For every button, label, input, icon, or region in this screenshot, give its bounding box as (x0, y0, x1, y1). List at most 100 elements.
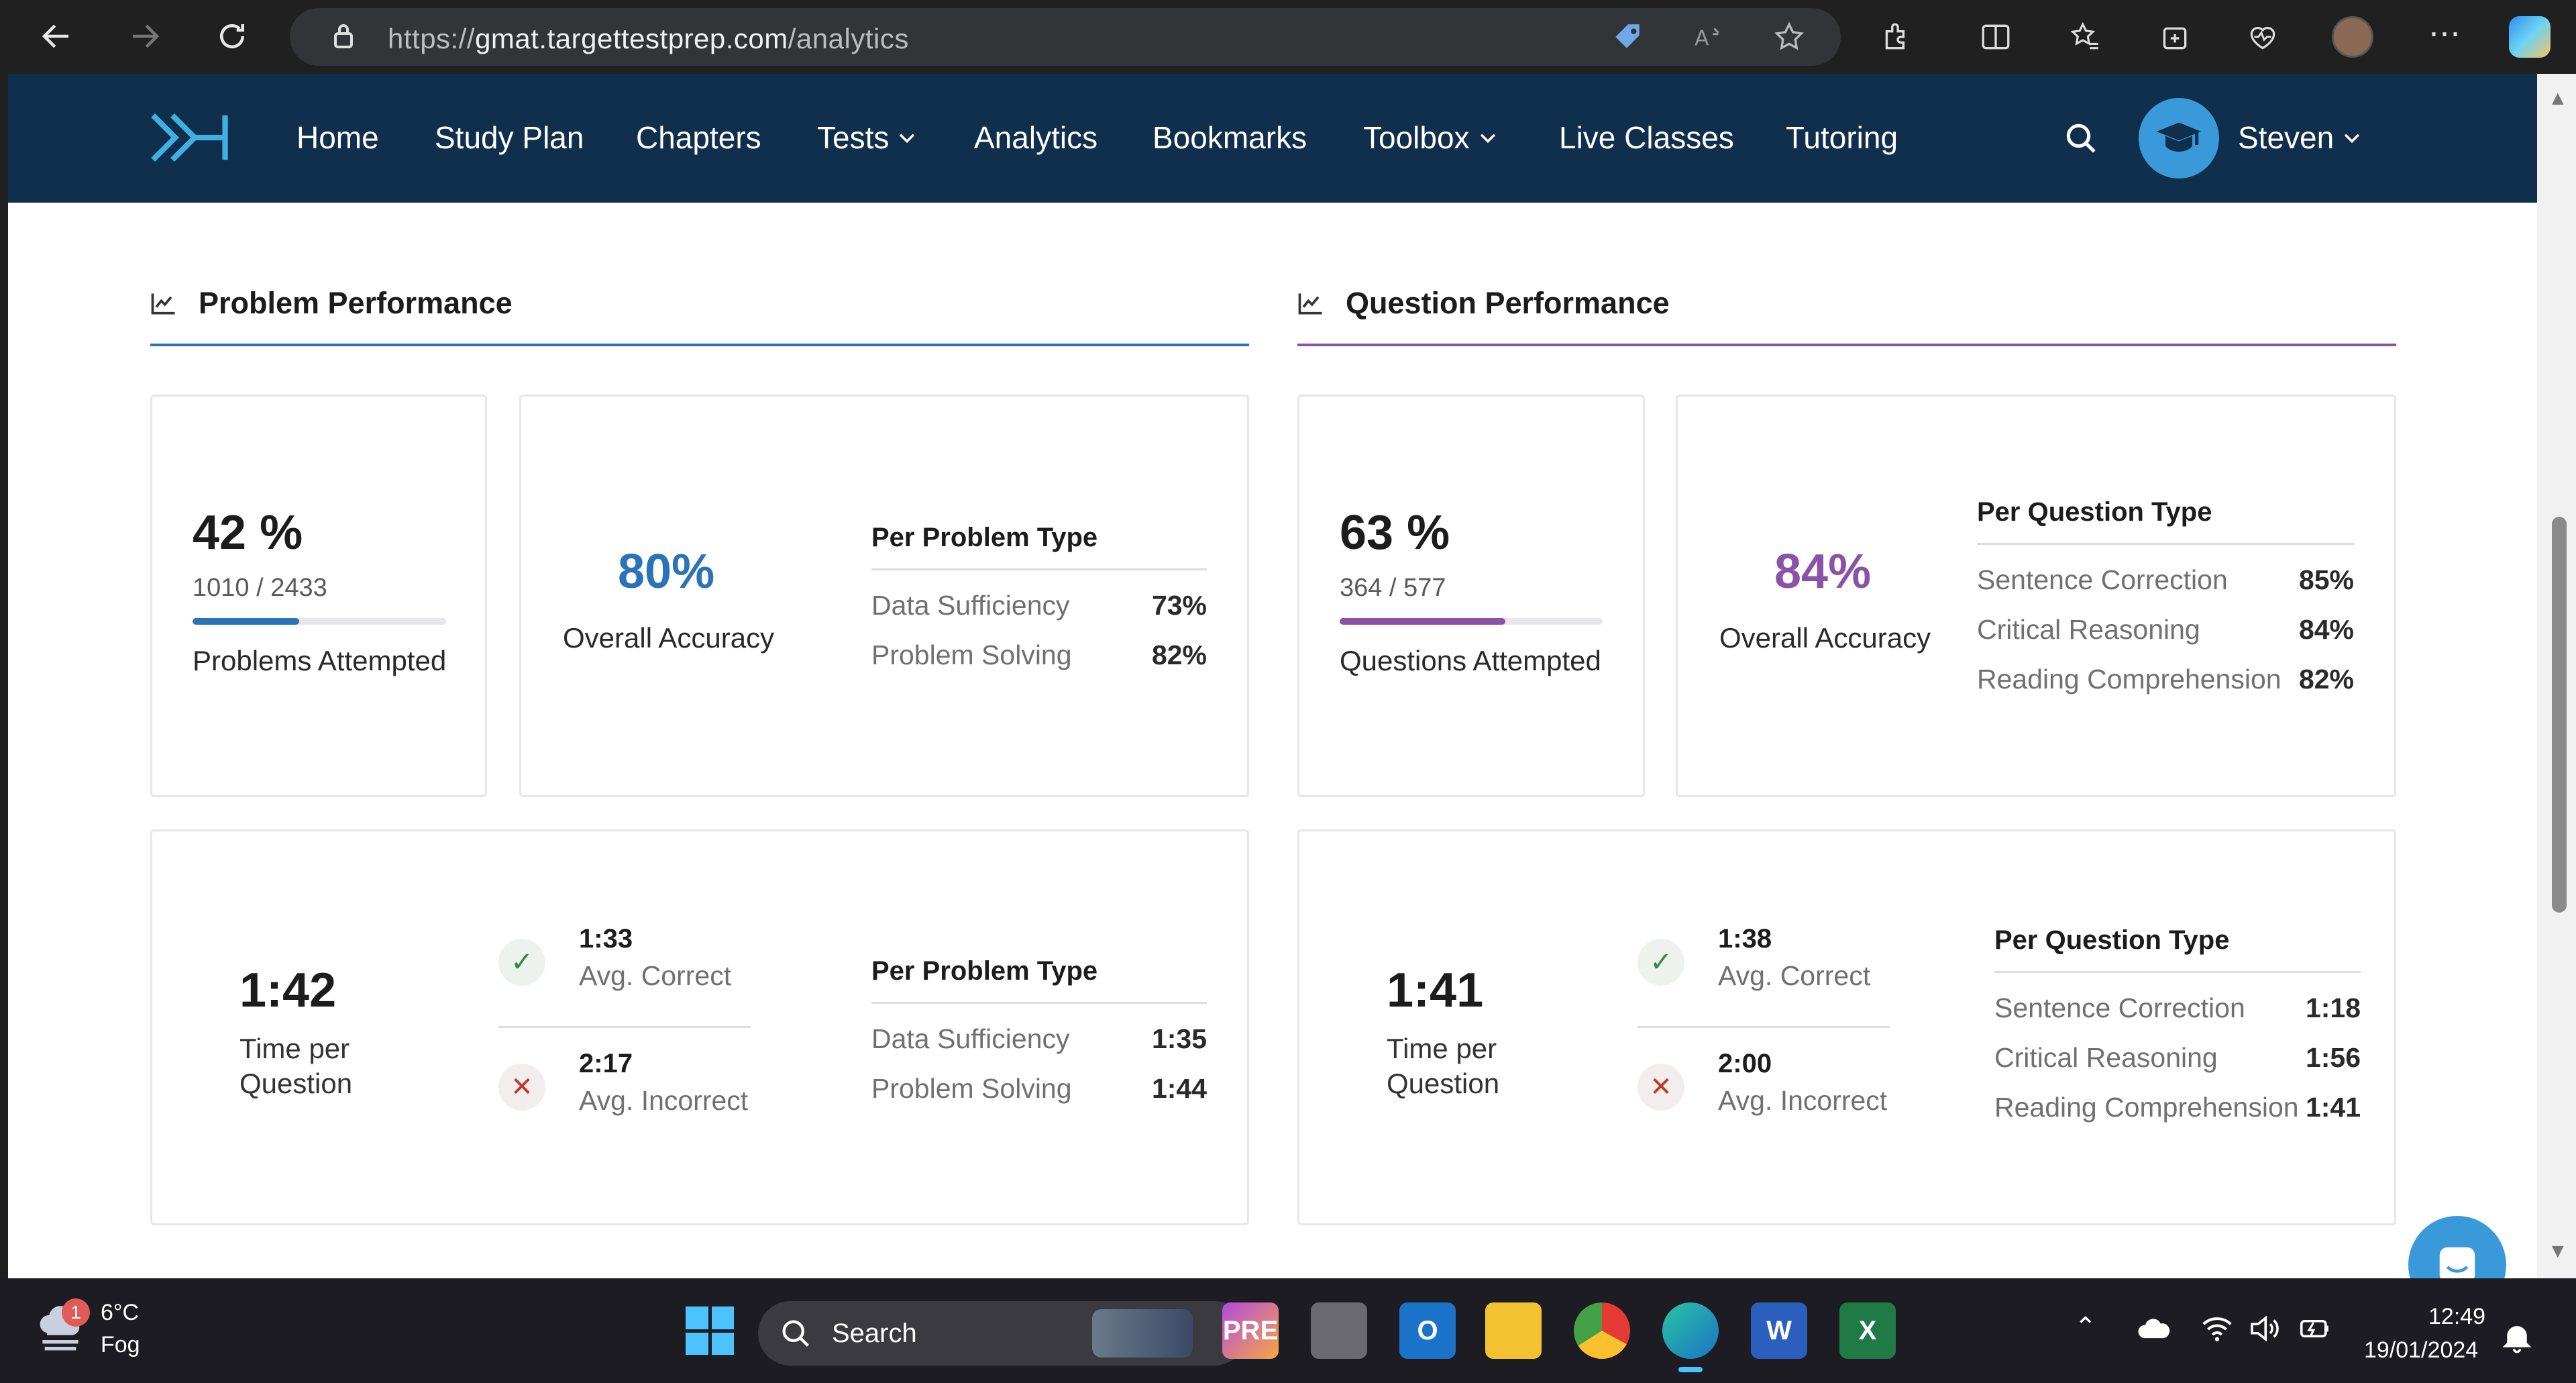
back-button[interactable] (30, 12, 83, 60)
problems-attempted-percent: 42 % (193, 506, 303, 560)
web-page: Home Study Plan Chapters Tests Analytics… (8, 74, 2537, 1314)
divider (871, 1002, 1207, 1004)
problem-type-accuracy: 82% (1151, 639, 1207, 670)
question-accuracy-card: 84% Overall Accuracy Per Question Type S… (1676, 395, 2396, 797)
nav-toolbox[interactable]: Toolbox (1363, 119, 1499, 156)
extensions-icon[interactable] (1880, 20, 1913, 54)
user-avatar[interactable] (2139, 98, 2219, 178)
taskbar-search[interactable]: Search (758, 1301, 1246, 1366)
nav-tutoring-label: Tutoring (1786, 120, 1898, 155)
lock-icon (334, 24, 353, 48)
weather-temperature: 6°C (101, 1300, 140, 1325)
questions-attempted-card: 63 % 364 / 577 Questions Attempted (1297, 395, 1645, 797)
profile-avatar[interactable] (2332, 16, 2373, 58)
favorite-star-icon[interactable] (1772, 20, 1806, 54)
start-button[interactable] (682, 1302, 738, 1359)
question-performance-title: Question Performance (1296, 286, 1670, 321)
tray-chevron-up-icon[interactable]: ⌃ (2074, 1313, 2097, 1342)
question-type-name: Sentence Correction (1977, 564, 2228, 595)
copilot-preview-app-icon[interactable]: PRE (1222, 1302, 1279, 1359)
question-type-name: Critical Reasoning (1977, 614, 2200, 645)
question-type-accuracy: 82% (2298, 664, 2354, 695)
address-bar[interactable]: https://gmat.targettestprep.com/analytic… (290, 8, 1841, 66)
read-aloud-icon[interactable]: A (1692, 20, 1725, 54)
nav-home[interactable]: Home (297, 119, 379, 156)
url-path: /analytics (788, 23, 909, 54)
weather-widget[interactable]: 1 6°C Fog (34, 1298, 168, 1366)
file-explorer-icon[interactable] (1485, 1302, 1542, 1359)
forward-button[interactable] (118, 12, 172, 60)
onedrive-cloud-icon[interactable] (2135, 1311, 2174, 1349)
refresh-button[interactable] (205, 12, 259, 60)
per-question-type-heading: Per Question Type (1994, 925, 2230, 955)
clock-date[interactable]: 19/01/2024 (2364, 1337, 2479, 1363)
nav-live-classes-label: Live Classes (1559, 120, 1734, 155)
page-scrollbar[interactable]: ▲ ▼ (2537, 74, 2576, 1278)
problem-accuracy-card: 80% Overall Accuracy Per Problem Type Da… (519, 395, 1249, 797)
collections-icon[interactable] (2157, 20, 2191, 54)
question-divider (1297, 344, 2396, 346)
per-problem-type-heading: Per Problem Type (871, 956, 1098, 986)
notification-badge: 1 (62, 1298, 90, 1327)
scroll-down-arrow-icon[interactable]: ▼ (2548, 1240, 2568, 1262)
word-app-icon[interactable]: W (1751, 1302, 1807, 1359)
chat-bubble-icon (2439, 1247, 2475, 1283)
nav-chapters[interactable]: Chapters (636, 119, 761, 156)
battery-icon[interactable] (2297, 1311, 2333, 1347)
problem-avg-correct-label: Avg. Correct (579, 960, 732, 991)
nav-live-classes[interactable]: Live Classes (1559, 119, 1734, 156)
browser-essentials-icon[interactable] (2246, 20, 2279, 54)
search-icon[interactable] (2062, 119, 2100, 157)
volume-icon[interactable] (2246, 1311, 2282, 1347)
clock-time[interactable]: 12:49 (2428, 1304, 2486, 1329)
time-label-line-1: Time per (1387, 1033, 1497, 1064)
question-type-accuracy: 84% (2298, 614, 2354, 645)
edge-app-icon[interactable] (1662, 1302, 1719, 1359)
excel-app-icon[interactable]: X (1839, 1302, 1896, 1359)
split-screen-icon[interactable] (1979, 20, 2012, 54)
chrome-app-icon[interactable] (1574, 1302, 1630, 1359)
notification-bell-icon[interactable] (2500, 1320, 2534, 1355)
windows-taskbar: 1 6°C Fog Search PRE O W X ⌃ 12:49 19/01… (0, 1278, 2576, 1383)
nav-tests[interactable]: Tests (817, 119, 918, 156)
more-menu-icon[interactable]: ⋯ (2428, 16, 2461, 52)
task-view-icon[interactable] (1311, 1302, 1367, 1359)
favorites-icon[interactable] (2069, 20, 2102, 54)
scroll-up-arrow-icon[interactable]: ▲ (2548, 87, 2568, 109)
nav-tutoring[interactable]: Tutoring (1786, 119, 1898, 156)
questions-progress-fill (1340, 618, 1505, 625)
user-menu[interactable]: Steven (2238, 119, 2363, 156)
question-type-name: Reading Comprehension (1994, 1092, 2299, 1123)
outlook-app-icon[interactable]: O (1399, 1302, 1456, 1359)
scrollbar-thumb[interactable] (2552, 517, 2567, 913)
question-type-time: 1:41 (2305, 1092, 2361, 1123)
problem-performance-heading: Problem Performance (199, 286, 513, 320)
nav-bookmarks[interactable]: Bookmarks (1152, 119, 1307, 156)
nav-analytics[interactable]: Analytics (974, 119, 1097, 156)
nav-bookmarks-label: Bookmarks (1152, 120, 1307, 155)
browser-toolbar: https://gmat.targettestprep.com/analytic… (0, 0, 2576, 74)
question-type-time: 1:56 (2305, 1042, 2361, 1073)
copilot-icon[interactable] (2509, 16, 2551, 58)
problems-attempted-count: 1010 / 2433 (193, 574, 327, 602)
divider (871, 568, 1207, 570)
chart-line-icon (1298, 293, 1322, 315)
site-logo-icon[interactable] (150, 107, 233, 168)
questions-progress-bar (1340, 618, 1603, 625)
svg-text:A: A (1695, 27, 1709, 51)
question-type-accuracy: 85% (2298, 564, 2354, 595)
divider (1638, 1026, 1890, 1028)
question-avg-incorrect-label: Avg. Incorrect (1718, 1085, 1888, 1116)
problem-performance-title: Problem Performance (149, 286, 513, 321)
problem-time-per-question: 1:42 (239, 964, 337, 1017)
coupon-tag-icon[interactable] (1611, 20, 1645, 54)
problem-divider (150, 344, 1249, 346)
wifi-icon[interactable] (2199, 1311, 2235, 1347)
question-overall-accuracy-label: Overall Accuracy (1719, 622, 1931, 654)
chevron-down-icon (1480, 134, 1495, 144)
problem-avg-incorrect: 2:17 (579, 1049, 633, 1078)
problem-type-name: Problem Solving (871, 639, 1072, 670)
weather-description: Fog (101, 1332, 140, 1358)
problem-timing-card: 1:42 Time per Question ✓ 1:33 Avg. Correc… (150, 829, 1249, 1225)
nav-study-plan[interactable]: Study Plan (435, 119, 584, 156)
